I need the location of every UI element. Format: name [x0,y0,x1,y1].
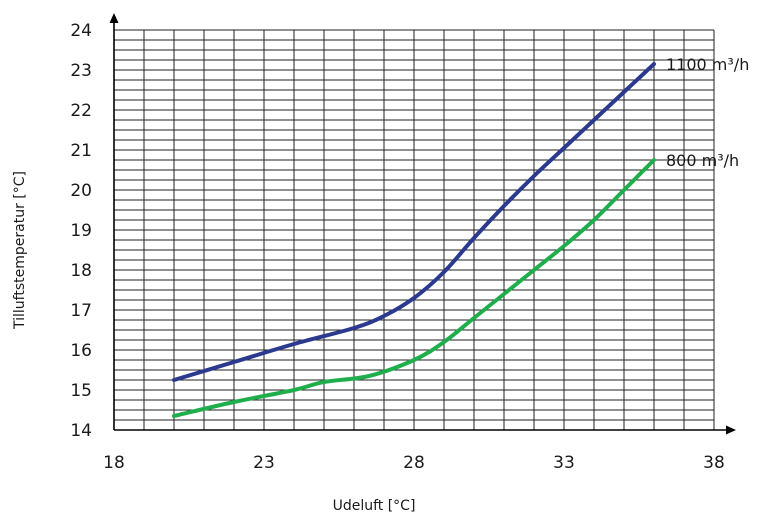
series-label-2: 800 m³/h [666,151,739,170]
x-tick-label: 33 [553,453,575,473]
axes [109,13,736,435]
y-axis-arrow-icon [109,13,119,23]
y-tick-label: 21 [70,141,92,161]
x-tick-label: 18 [103,453,125,473]
grid [114,29,715,430]
x-tick-label: 23 [253,453,275,473]
series-labels: 1100 m³/h 800 m³/h [666,55,749,170]
y-tick-label: 24 [70,21,92,41]
y-tick-label: 22 [70,101,92,121]
y-axis-title: Tilluftstemperatur [°C] [12,171,28,330]
series-label-1: 1100 m³/h [666,55,749,74]
series [172,62,656,418]
tick-labels: 18 23 28 33 38 14 15 16 17 18 19 20 21 22 23 24 [70,21,724,473]
y-tick-label: 18 [70,261,92,281]
y-tick-label: 20 [70,181,92,201]
y-tick-label: 16 [70,341,92,361]
series-line-1 [172,62,656,382]
x-tick-label: 38 [703,453,725,473]
x-axis-arrow-icon [726,425,736,435]
y-tick-label: 14 [70,421,92,441]
series-line-2 [172,158,656,418]
y-tick-label: 17 [70,301,92,321]
y-tick-label: 19 [70,221,92,241]
x-tick-label: 28 [403,453,425,473]
y-tick-label: 15 [70,381,92,401]
x-axis-title: Udeluft [°C] [333,498,416,514]
y-tick-label: 23 [70,61,92,81]
